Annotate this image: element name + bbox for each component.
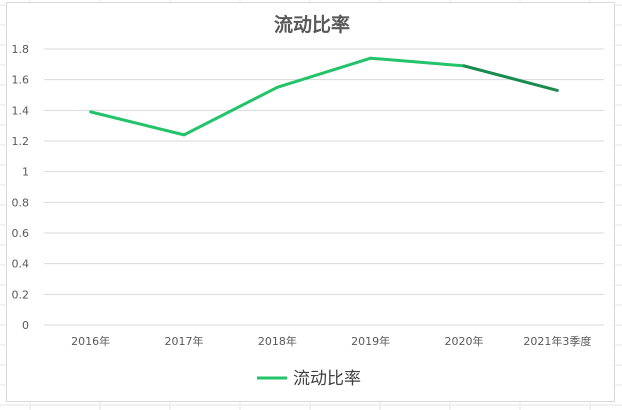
chart-title: 流动比率	[274, 13, 350, 36]
legend[interactable]: 流动比率	[257, 369, 361, 389]
series-line-segment[interactable]	[275, 56, 373, 89]
y-tick-label: 0.2	[12, 288, 30, 301]
y-tick-label: 1.6	[12, 74, 30, 87]
y-tick-label: 1	[22, 166, 29, 179]
legend-label: 流动比率	[293, 369, 361, 389]
series-line-segment[interactable]	[89, 110, 186, 137]
x-tick-label: 2021年3季度	[523, 334, 591, 348]
gridlines	[44, 48, 604, 326]
y-tick-label: 0	[22, 319, 29, 332]
x-tick-label: 2017年	[165, 334, 204, 348]
x-tick-label: 2018年	[258, 334, 297, 348]
series-layer	[89, 56, 559, 137]
y-axis-ticks: 0 0.2 0.4 0.6 0.8 1 1.2 1.4 1.6 1.8	[12, 43, 30, 332]
y-tick-label: 0.4	[12, 258, 30, 271]
chart-area[interactable]: 流动比率 0 0.2 0.4 0.6 0.8 1 1.2 1.4 1.6 1.8 2016年 201…	[6, 2, 615, 402]
y-tick-label: 1.8	[12, 43, 30, 56]
y-tick-label: 0.6	[12, 227, 30, 240]
series-line-segment[interactable]	[369, 56, 466, 68]
y-tick-label: 1.4	[12, 104, 30, 117]
series-line-segment[interactable]	[462, 64, 559, 92]
line-chart: 流动比率 00.20.40.60.811.21.41.61.8 2016年 201…	[12, 13, 604, 389]
x-tick-label: 2020年	[445, 334, 484, 348]
y-tick-label: 1.2	[12, 135, 30, 148]
series-line-segment[interactable]	[182, 85, 279, 137]
y-tick-label: 0.8	[12, 196, 30, 209]
x-axis-ticks: 2016年 2017年 2018年 2019年 2020年 2021年3季度	[71, 334, 591, 348]
x-tick-label: 2019年	[351, 334, 390, 348]
x-tick-label: 2016年	[71, 334, 110, 348]
